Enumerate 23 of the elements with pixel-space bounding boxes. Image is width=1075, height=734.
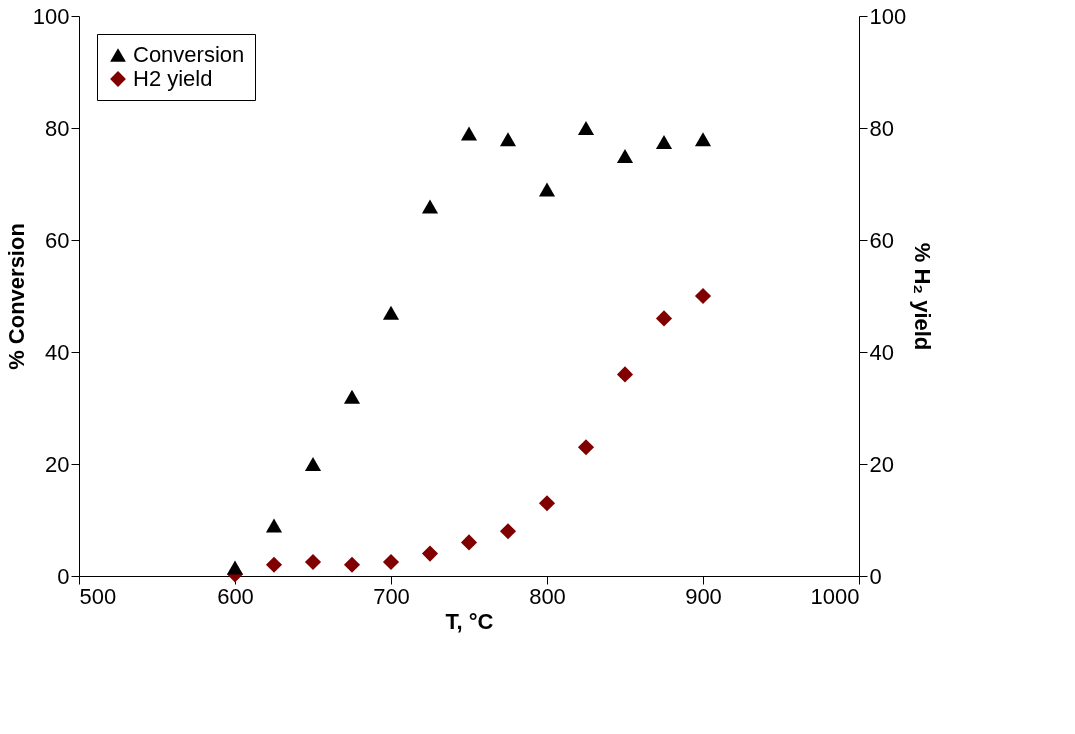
x-tick-label: 800 — [529, 583, 566, 609]
y-tick-label: 60 — [45, 227, 70, 253]
y-axis-title: % Conversion — [3, 223, 29, 370]
y-tick-label: 100 — [32, 3, 70, 29]
x-tick-label: 500 — [79, 583, 117, 609]
y2-tick-label: 100 — [869, 3, 907, 29]
x-axis-title: T, °C — [445, 608, 494, 634]
legend-label: H2 yield — [133, 66, 213, 91]
y2-tick-label: 20 — [869, 451, 894, 477]
y2-tick-label: 40 — [869, 339, 894, 365]
y2-tick-label: 0 — [869, 563, 882, 589]
x-tick-label: 900 — [685, 583, 722, 609]
y2-axis-title: % H₂ yield — [910, 242, 936, 351]
x-tick-label: 700 — [373, 583, 410, 609]
legend-label: Conversion — [133, 42, 245, 67]
y2-tick-label: 60 — [869, 227, 894, 253]
y2-tick-label: 80 — [869, 115, 894, 141]
x-tick-label: 1000 — [810, 583, 860, 609]
y-tick-label: 40 — [45, 339, 70, 365]
x-tick-label: 600 — [217, 583, 254, 609]
y-tick-label: 0 — [57, 563, 70, 589]
y-tick-label: 80 — [45, 115, 70, 141]
y-tick-label: 20 — [45, 451, 70, 477]
